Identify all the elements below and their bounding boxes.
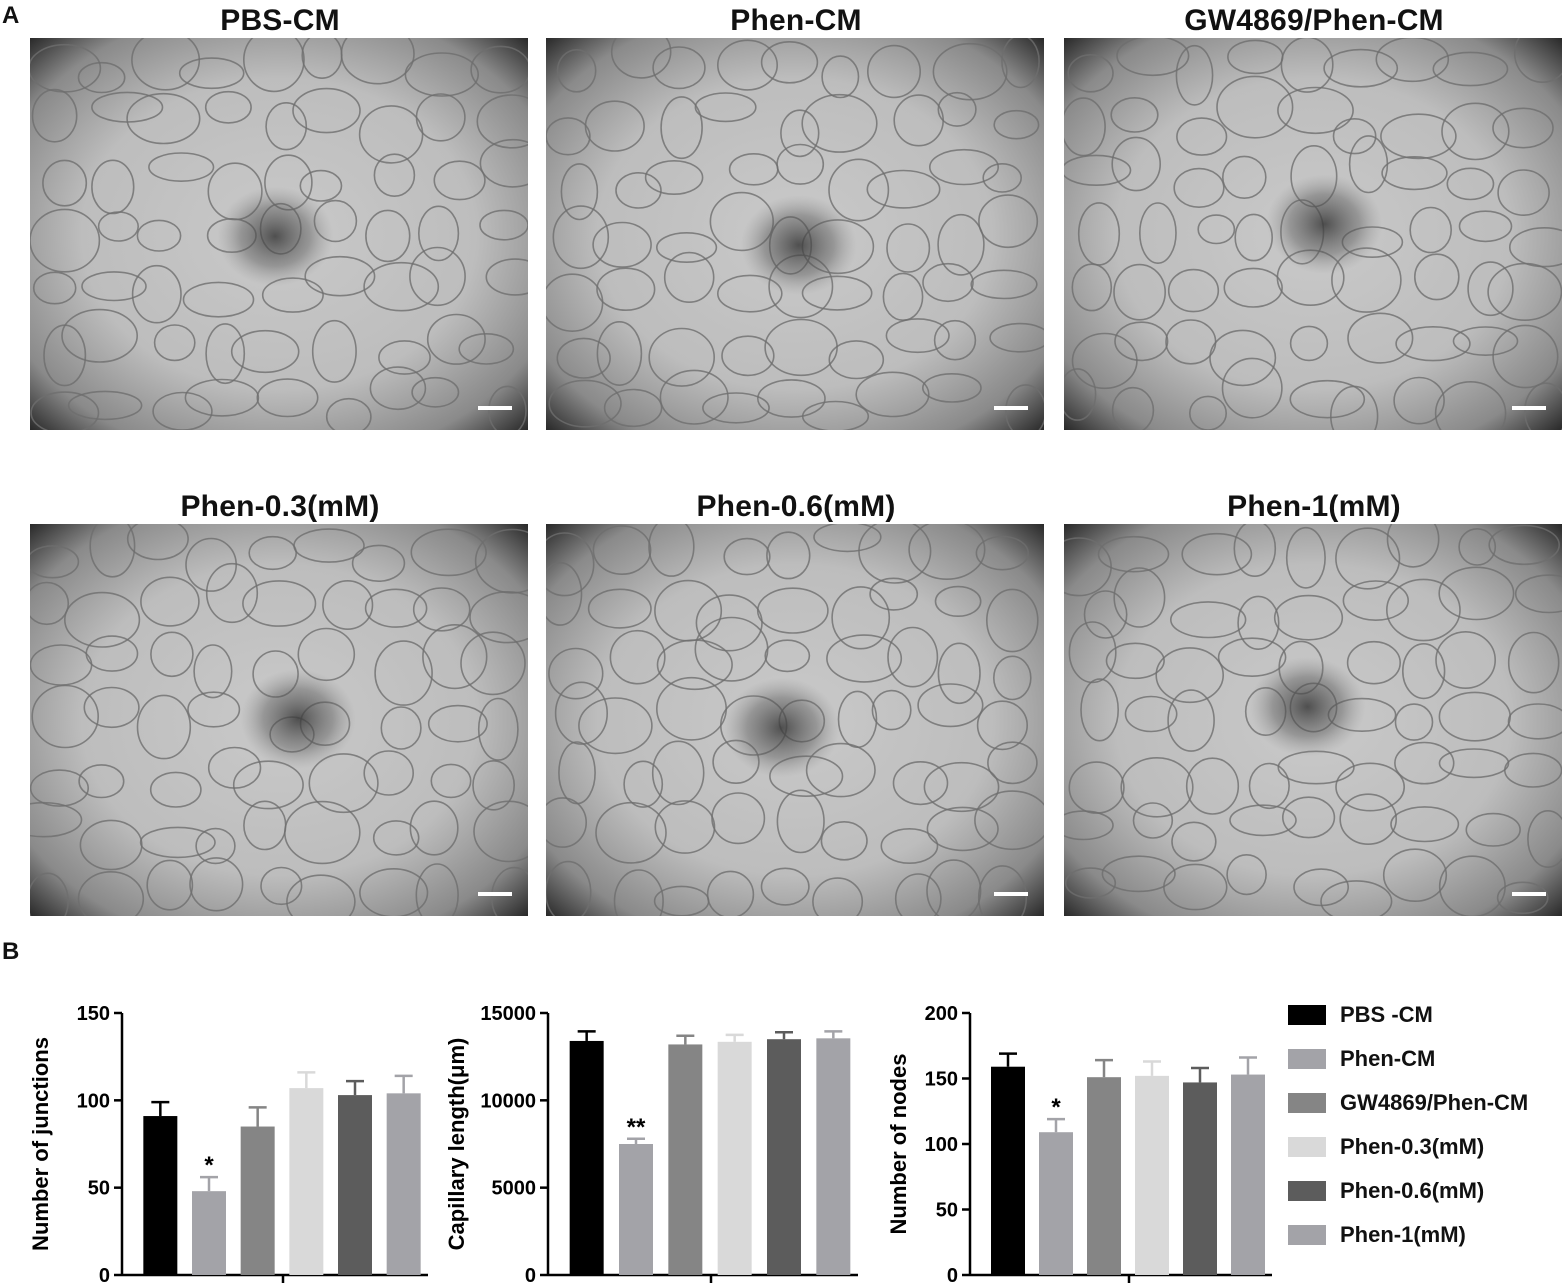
micrograph-gw4869-phen-cm <box>1064 38 1562 430</box>
micrograph-phen-cm <box>546 38 1044 430</box>
bar <box>619 1144 653 1275</box>
legend-label: Phen-0.3(mM) <box>1340 1134 1485 1159</box>
bar <box>143 1116 178 1275</box>
legend-swatch <box>1288 1225 1326 1245</box>
y-tick-label: 100 <box>925 1134 958 1156</box>
bar <box>1135 1075 1169 1275</box>
image-title-gw4869-phen-cm: GW4869/Phen-CM <box>1184 4 1444 37</box>
micrograph-phen-1 <box>1064 524 1562 916</box>
panel-b-label: B <box>2 938 20 965</box>
y-axis-label: Number of nodes <box>886 1054 911 1235</box>
legend-swatch <box>1288 1049 1326 1069</box>
bar <box>991 1066 1025 1275</box>
legend-label: GW4869/Phen-CM <box>1340 1090 1529 1115</box>
legend-label: PBS -CM <box>1340 1002 1433 1027</box>
bar <box>192 1191 226 1275</box>
legend-swatch <box>1288 1005 1326 1025</box>
image-title-phen-cm: Phen-CM <box>730 4 862 37</box>
legend-label: Phen-CM <box>1340 1046 1436 1071</box>
micrograph-phen-0-6 <box>546 524 1044 916</box>
significance-marker: ** <box>627 1114 646 1141</box>
image-title-phen-1: Phen-1(mM) <box>1227 490 1401 523</box>
micrograph-phen-0-3 <box>30 524 528 916</box>
bar <box>289 1088 324 1275</box>
bar <box>1039 1132 1073 1275</box>
y-tick-label: 10000 <box>480 1090 536 1112</box>
panel-a-label: A <box>2 2 20 29</box>
bar <box>386 1093 421 1275</box>
y-tick-label: 0 <box>947 1265 958 1286</box>
bar <box>1087 1077 1121 1275</box>
scale-bar <box>994 406 1028 410</box>
bar <box>767 1039 801 1275</box>
bar <box>668 1044 703 1275</box>
bar <box>240 1126 275 1275</box>
legend-label: Phen-1(mM) <box>1340 1222 1466 1247</box>
image-title-phen-0-3: Phen-0.3(mM) <box>180 490 380 523</box>
bar <box>816 1038 851 1275</box>
scale-bar <box>478 406 512 410</box>
legend-swatch <box>1288 1181 1326 1201</box>
bar <box>569 1040 604 1275</box>
legend-label: Phen-0.6(mM) <box>1340 1178 1485 1203</box>
scale-bar <box>1512 892 1546 896</box>
micrograph-pbs-cm <box>30 38 528 430</box>
bar <box>1183 1082 1217 1275</box>
y-tick-label: 0 <box>525 1265 536 1286</box>
legend-swatch <box>1288 1137 1326 1157</box>
bar <box>1231 1074 1265 1275</box>
scale-bar <box>478 892 512 896</box>
y-axis-label: Number of junctions <box>28 1037 53 1251</box>
y-tick-label: 5000 <box>492 1178 537 1200</box>
y-tick-label: 50 <box>936 1200 958 1222</box>
bar <box>717 1041 752 1275</box>
y-tick-label: 150 <box>77 1003 110 1025</box>
y-tick-label: 100 <box>77 1090 110 1112</box>
image-title-phen-0-6: Phen-0.6(mM) <box>696 490 896 523</box>
y-tick-label: 200 <box>925 1003 958 1025</box>
y-tick-label: 50 <box>88 1178 110 1200</box>
y-tick-label: 0 <box>99 1265 110 1286</box>
bar-charts: 0 50 100 150 Number of junctions * 0 5000 10000 1… <box>28 1003 1272 1286</box>
significance-marker: * <box>1051 1094 1061 1121</box>
image-title-pbs-cm: PBS-CM <box>220 4 340 37</box>
scale-bar <box>994 892 1028 896</box>
y-axis-label: Capillary length(μm) <box>444 1038 469 1251</box>
legend-swatch <box>1288 1093 1326 1113</box>
significance-marker: * <box>204 1152 214 1179</box>
bar <box>338 1095 372 1275</box>
scale-bar <box>1512 406 1546 410</box>
y-tick-label: 15000 <box>480 1003 536 1025</box>
y-tick-label: 150 <box>925 1069 958 1091</box>
